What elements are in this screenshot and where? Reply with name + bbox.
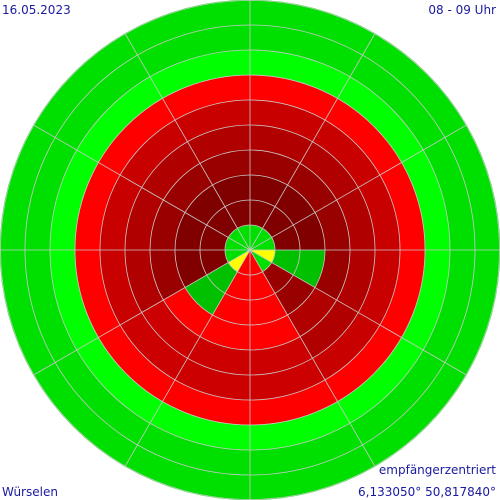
grid-spoke [33,124,251,251]
grid-spoke [249,33,376,251]
location: Würselen [2,485,58,499]
grid-spoke [249,249,467,376]
grid-spoke [33,249,251,376]
grid-spoke [124,249,251,467]
date: 16.05.2023 [2,3,71,17]
mode: empfängerzentriert [379,463,496,477]
grid-spoke [249,124,467,251]
coordinates: 6,133050° 50,817840° [358,485,496,499]
grid-spoke [124,33,251,251]
grid-spoke [249,249,376,467]
time: 08 - 09 Uhr [428,3,496,17]
